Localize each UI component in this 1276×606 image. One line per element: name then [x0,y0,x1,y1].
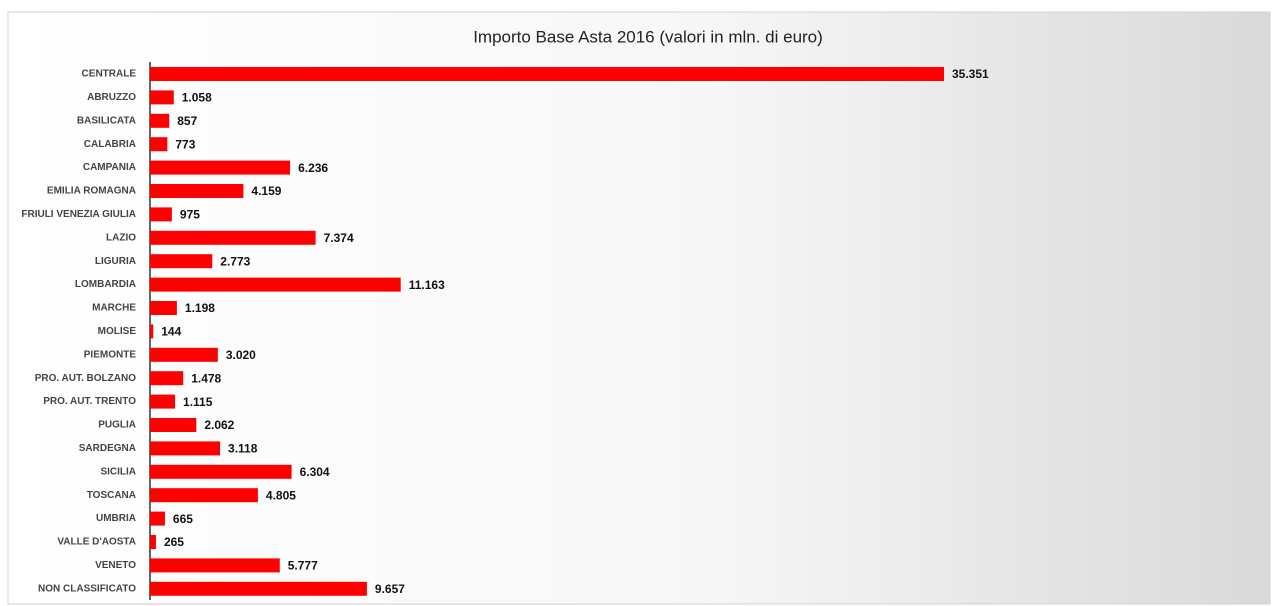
value-label: 975 [180,208,200,222]
category-label: TOSCANA [87,490,136,501]
bar [150,277,401,292]
chart-background [7,11,1271,605]
bar [150,137,168,152]
value-label: 6.304 [300,465,330,479]
value-label: 4.805 [266,488,296,502]
bar [150,113,170,128]
value-label: 265 [164,535,184,549]
bar [150,488,258,503]
chart-title: Importo Base Asta 2016 (valori in mln. d… [473,27,823,46]
bar [150,324,154,339]
bar [150,301,177,315]
bar [150,418,197,432]
category-label: MARCHE [92,303,136,314]
category-label: MOLISE [98,326,137,337]
category-label: NON CLASSIFICATO [38,583,136,594]
category-label: SICILIA [100,466,136,477]
bar [150,67,944,81]
value-label: 2.773 [220,254,250,268]
category-label: PUGLIA [98,420,136,431]
bar [150,160,291,175]
bar [150,207,172,222]
value-label: 3.020 [226,348,256,362]
value-label: 11.163 [409,278,445,292]
category-label: FRIULI VENEZIA GIULIA [21,209,136,220]
bar [150,535,156,549]
category-label: PRO. AUT. BOLZANO [35,373,137,384]
bar [150,371,184,386]
bar [150,511,165,526]
value-label: 144 [161,325,181,339]
value-label: 3.118 [228,442,258,456]
value-label: 1.058 [182,91,212,105]
category-label: UMBRIA [96,513,136,524]
bar [150,558,280,573]
category-label: LIGURIA [95,256,136,267]
category-label: EMILIA ROMAGNA [47,186,136,197]
bar [150,581,367,596]
value-label: 665 [173,512,193,526]
value-label: 1.115 [183,395,213,409]
bar [150,441,221,456]
bar [150,184,244,198]
bar [150,347,218,362]
category-label: CALABRIA [84,139,136,150]
value-label: 9.657 [375,582,405,596]
value-label: 4.159 [251,184,281,198]
value-label: 1.198 [185,301,215,315]
value-label: 773 [175,137,195,151]
category-label: LOMBARDIA [75,279,136,290]
bar [150,464,292,479]
category-label: CENTRALE [82,69,137,80]
category-label: ABRUZZO [87,92,136,103]
bar [150,254,213,269]
value-label: 857 [177,114,197,128]
value-label: 35.351 [952,67,989,81]
category-label: PRO. AUT. TRENTO [43,396,136,407]
bar [150,90,174,105]
bar [150,230,316,245]
category-label: VENETO [95,560,136,571]
value-label: 2.062 [204,418,234,432]
value-label: 7.374 [324,231,354,245]
value-label: 5.777 [288,559,318,573]
category-label: CAMPANIA [83,162,136,173]
category-label: BASILICATA [77,115,136,126]
value-label: 1.478 [191,371,221,385]
bar [150,394,176,409]
category-label: LAZIO [106,232,136,243]
category-label: VALLE D'AOSTA [57,537,136,548]
value-label: 6.236 [298,161,328,175]
category-label: SARDEGNA [79,443,136,454]
category-label: PIEMONTE [84,349,137,360]
